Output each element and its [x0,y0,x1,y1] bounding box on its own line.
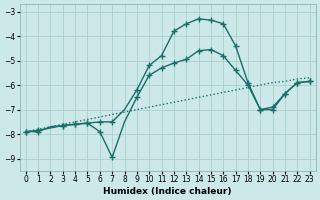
X-axis label: Humidex (Indice chaleur): Humidex (Indice chaleur) [103,187,232,196]
